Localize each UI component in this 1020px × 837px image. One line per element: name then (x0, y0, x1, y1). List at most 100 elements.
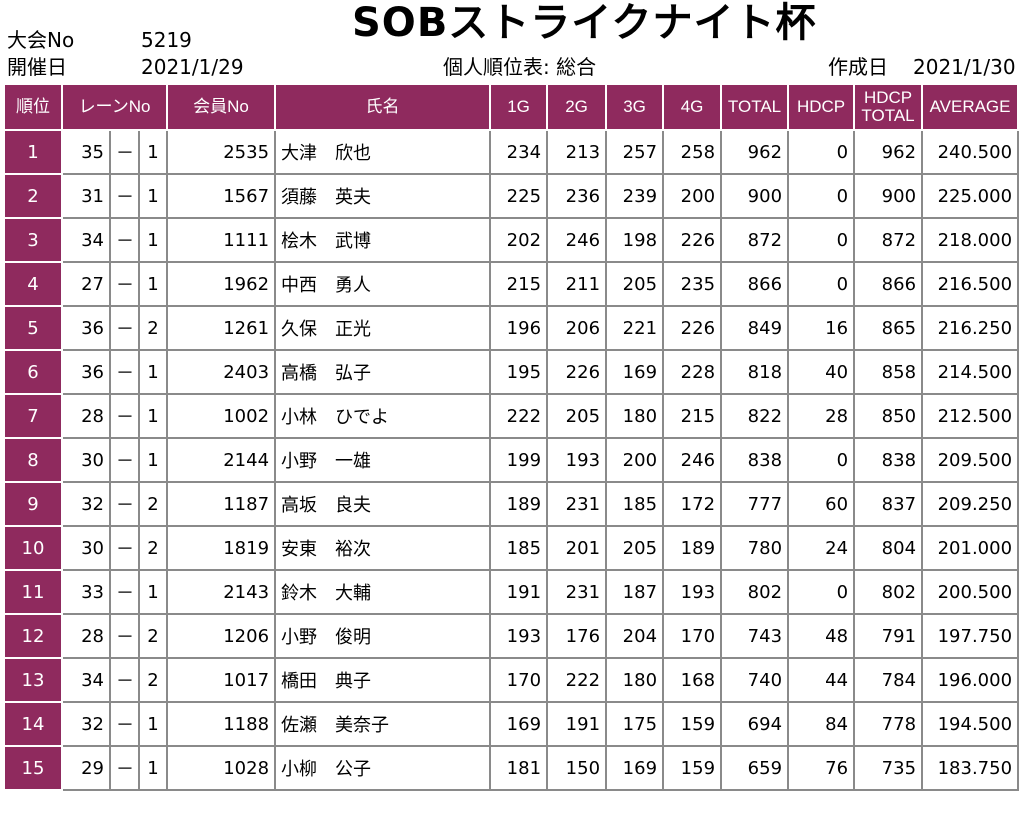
game-4-score: 246 (662, 437, 723, 483)
hdcp-total-score: 858 (853, 349, 924, 395)
average-score: 225.000 (921, 173, 1020, 219)
hdcp-value: 0 (787, 129, 856, 175)
player-name-cell: 小柳 公子 (274, 745, 492, 791)
lane-dash-cell: － (109, 129, 140, 175)
lane-cell: 28 (61, 393, 111, 439)
game-2-score: 222 (546, 657, 608, 703)
game-4-score: 228 (662, 349, 723, 395)
lane-box-cell: 1 (137, 349, 169, 395)
player-name-cell: 鈴木 大輔 (274, 569, 492, 615)
game-4-score: 193 (662, 569, 723, 615)
member-no-cell: 2143 (166, 569, 277, 615)
lane-box-cell: 1 (137, 261, 169, 307)
game-4-score: 189 (662, 525, 723, 571)
average-score: 216.250 (921, 305, 1020, 351)
lane-cell: 32 (61, 481, 111, 527)
lane-box-cell: 1 (137, 745, 169, 791)
table-row: 6 36 － 1 2403 高橋 弘子 195 226 169 228 818 40 858 214.50… (3, 349, 1020, 395)
lane-dash-cell: － (109, 261, 140, 307)
created-label: 作成日 (828, 55, 888, 79)
rank-cell: 3 (3, 217, 63, 263)
game-3-score: 257 (605, 129, 665, 175)
game-4-score: 159 (662, 701, 723, 747)
average-score: 240.500 (921, 129, 1020, 175)
member-no-cell: 1111 (166, 217, 277, 263)
total-score: 838 (720, 437, 790, 483)
game-1-score: 169 (489, 701, 549, 747)
member-no-cell: 1017 (166, 657, 277, 703)
game-2-score: 193 (546, 437, 608, 483)
table-row: 3 34 － 1 1111 桧木 武博 202 246 198 226 872 0 872 218.000 (3, 217, 1020, 263)
average-score: 200.500 (921, 569, 1020, 615)
hdcp-total-score: 865 (853, 305, 924, 351)
member-no-cell: 2403 (166, 349, 277, 395)
member-no-cell: 1819 (166, 525, 277, 571)
lane-box-cell: 2 (137, 525, 169, 571)
game-2-score: 201 (546, 525, 608, 571)
game-2-score: 205 (546, 393, 608, 439)
game-3-score: 205 (605, 261, 665, 307)
rank-cell: 11 (3, 569, 63, 615)
member-no-cell: 2535 (166, 129, 277, 175)
hdcp-total-score: 962 (853, 129, 924, 175)
tournament-no-label: 大会No (7, 28, 75, 52)
average-score: 216.500 (921, 261, 1020, 307)
rank-cell: 9 (3, 481, 63, 527)
game-1-score: 199 (489, 437, 549, 483)
hdcp-value: 84 (787, 701, 856, 747)
game-4-score: 258 (662, 129, 723, 175)
col-header-total: TOTAL (720, 83, 790, 131)
hdcp-total-score: 838 (853, 437, 924, 483)
total-score: 900 (720, 173, 790, 219)
col-header-lane: レーンNo (60, 83, 169, 131)
lane-box-cell: 1 (137, 569, 169, 615)
average-score: 194.500 (921, 701, 1020, 747)
game-3-score: 205 (605, 525, 665, 571)
game-4-score: 200 (662, 173, 723, 219)
game-1-score: 191 (489, 569, 549, 615)
lane-cell: 30 (61, 525, 111, 571)
member-no-cell: 1188 (166, 701, 277, 747)
game-2-score: 206 (546, 305, 608, 351)
table-row: 5 36 － 2 1261 久保 正光 196 206 221 226 849 16 865 216.25… (3, 305, 1020, 351)
lane-dash-cell: － (109, 217, 140, 263)
table-row: 15 29 － 1 1028 小柳 公子 181 150 169 159 659 76 735 183.7… (3, 745, 1020, 791)
lane-dash-cell: － (109, 657, 140, 703)
total-score: 743 (720, 613, 790, 659)
hdcp-total-score: 872 (853, 217, 924, 263)
game-2-score: 231 (546, 481, 608, 527)
date-label: 開催日 (7, 55, 67, 79)
game-1-score: 234 (489, 129, 549, 175)
col-header-game-4: 4G (662, 83, 723, 131)
total-score: 694 (720, 701, 790, 747)
average-score: 201.000 (921, 525, 1020, 571)
hdcp-total-score: 778 (853, 701, 924, 747)
lane-dash-cell: － (109, 701, 140, 747)
lane-box-cell: 1 (137, 217, 169, 263)
lane-dash-cell: － (109, 173, 140, 219)
table-row: 4 27 － 1 1962 中西 勇人 215 211 205 235 866 0 866 216.500 (3, 261, 1020, 307)
hdcp-total-score: 850 (853, 393, 924, 439)
player-name-cell: 久保 正光 (274, 305, 492, 351)
rank-cell: 8 (3, 437, 63, 483)
member-no-cell: 2144 (166, 437, 277, 483)
lane-cell: 33 (61, 569, 111, 615)
game-1-score: 170 (489, 657, 549, 703)
lane-dash-cell: － (109, 305, 140, 351)
game-3-score: 169 (605, 745, 665, 791)
lane-box-cell: 1 (137, 393, 169, 439)
game-2-score: 246 (546, 217, 608, 263)
event-date: 2021/1/29 (141, 55, 244, 79)
rank-cell: 13 (3, 657, 63, 703)
player-name-cell: 中西 勇人 (274, 261, 492, 307)
player-name-cell: 桧木 武博 (274, 217, 492, 263)
member-no-cell: 1028 (166, 745, 277, 791)
col-header-hdcp-total-line1: HDCP (863, 88, 913, 108)
hdcp-value: 0 (787, 437, 856, 483)
hdcp-value: 16 (787, 305, 856, 351)
total-score: 777 (720, 481, 790, 527)
lane-cell: 29 (61, 745, 111, 791)
game-3-score: 187 (605, 569, 665, 615)
game-1-score: 181 (489, 745, 549, 791)
game-3-score: 180 (605, 393, 665, 439)
